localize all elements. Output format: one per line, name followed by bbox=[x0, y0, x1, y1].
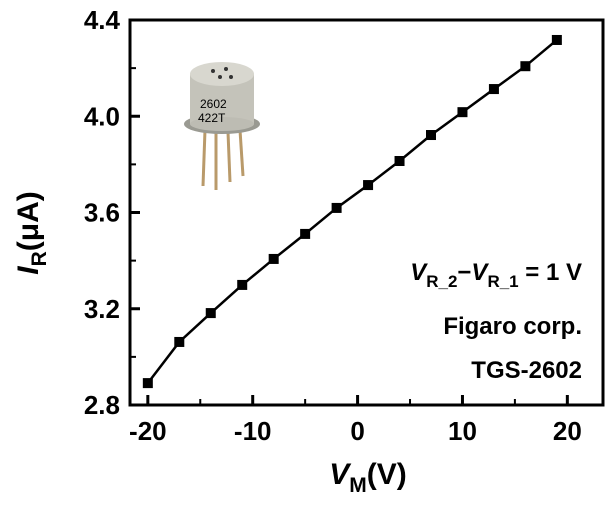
y-label-unit: (μA) bbox=[12, 191, 45, 251]
svg-text:422T: 422T bbox=[198, 111, 226, 125]
data-marker bbox=[174, 337, 184, 347]
data-marker bbox=[237, 280, 247, 290]
data-marker bbox=[489, 84, 499, 94]
data-marker bbox=[395, 156, 405, 166]
annotation-line1: VR_2−VR_1 = 1 V bbox=[410, 259, 582, 291]
sensor-photo: 2602 422T bbox=[184, 62, 260, 190]
data-marker bbox=[363, 180, 373, 190]
x-label-unit: (V) bbox=[367, 458, 407, 491]
y-tick-label: 3.6 bbox=[84, 198, 120, 228]
annotation-part: R_2 bbox=[426, 272, 457, 291]
chart: 2602 422T IR(μA) VM(V) VR_2−VR_1 = 1 V F… bbox=[0, 0, 606, 508]
x-tick-label: -20 bbox=[129, 416, 167, 446]
y-tick-label: 3.2 bbox=[84, 294, 120, 324]
y-label-subscript: R bbox=[28, 251, 51, 266]
annotation-line2: Figaro corp. bbox=[443, 313, 582, 340]
y-tick-label: 4.0 bbox=[84, 101, 120, 131]
x-label-subscript: M bbox=[349, 474, 367, 497]
annotation-part: − bbox=[457, 259, 471, 286]
data-marker bbox=[143, 378, 153, 388]
data-marker bbox=[520, 61, 530, 71]
annotation-part: R_1 bbox=[487, 272, 518, 291]
data-marker bbox=[206, 308, 216, 318]
y-tick-label: 4.4 bbox=[84, 5, 121, 35]
x-tick-label: 0 bbox=[350, 416, 364, 446]
svg-text:2602: 2602 bbox=[200, 97, 227, 111]
x-tick-label: -10 bbox=[234, 416, 272, 446]
data-marker bbox=[300, 229, 310, 239]
annotation-part: = 1 V bbox=[519, 259, 582, 286]
data-marker bbox=[552, 35, 562, 45]
y-tick-label: 2.8 bbox=[84, 390, 120, 420]
x-axis-label: VM(V) bbox=[329, 458, 407, 497]
y-axis-label: IR(μA) bbox=[12, 191, 51, 275]
annotation-line3: TGS-2602 bbox=[471, 357, 582, 384]
data-marker bbox=[426, 130, 436, 140]
x-tick-label: 10 bbox=[448, 416, 477, 446]
x-tick-label: 20 bbox=[553, 416, 582, 446]
data-marker bbox=[332, 203, 342, 213]
data-marker bbox=[457, 107, 467, 117]
data-marker bbox=[269, 254, 279, 264]
